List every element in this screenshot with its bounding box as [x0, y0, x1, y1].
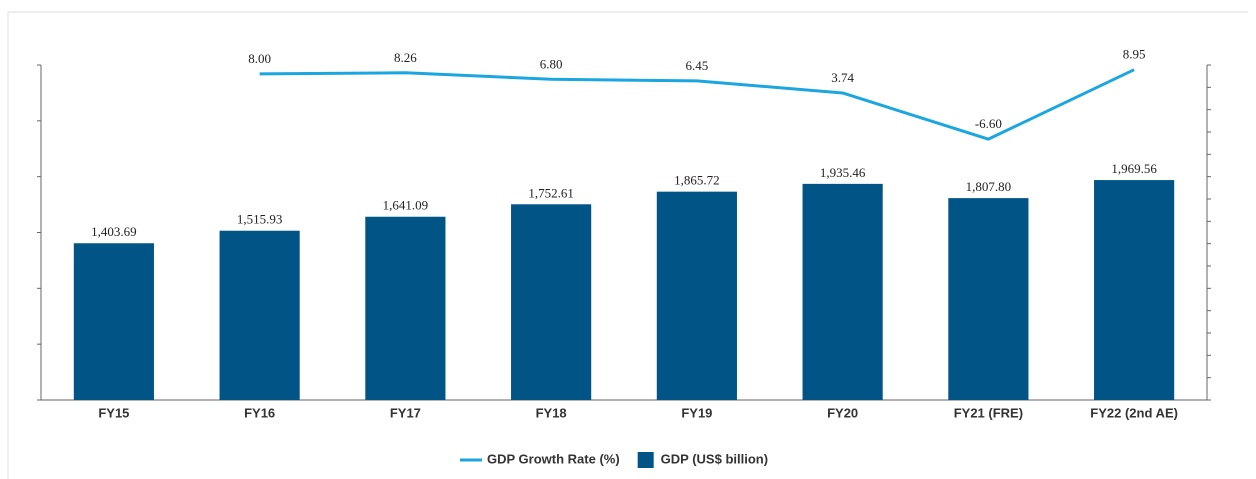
x-tick-label: FY21 (FRE)	[954, 405, 1023, 420]
line	[259, 68, 1135, 141]
bar	[802, 183, 883, 400]
x-tick-label: FY17	[390, 405, 421, 420]
x-tick-label: FY20	[827, 405, 858, 420]
line-label: 6.80	[540, 56, 563, 71]
bar-label: 1,935.46	[820, 165, 866, 180]
line-label: 6.45	[686, 58, 709, 73]
legend-swatch	[637, 452, 654, 468]
x-tick-label: FY22 (2nd AE)	[1090, 405, 1178, 420]
bar	[365, 216, 446, 400]
legend-label: GDP Growth Rate (%)	[487, 451, 620, 466]
line-label: 8.26	[394, 50, 417, 65]
bar	[219, 230, 300, 400]
bar-label: 1,865.72	[674, 173, 720, 188]
line-label: 3.74	[831, 70, 854, 85]
line-label: 8.00	[248, 51, 271, 66]
line-label: 8.95	[1123, 47, 1146, 62]
bar-label: 1,752.61	[528, 185, 574, 200]
legend-label: GDP (US$ billion)	[661, 451, 768, 466]
x-tick-label: FY19	[681, 405, 712, 420]
x-tick-label: FY15	[98, 405, 129, 420]
bar-label: 1,403.69	[91, 224, 137, 239]
x-tick-label: FY16	[244, 405, 275, 420]
bar	[1094, 180, 1175, 400]
bar	[511, 204, 592, 400]
bar	[73, 243, 154, 400]
x-tick-label: FY18	[536, 405, 567, 420]
bar-label: 1,807.80	[966, 179, 1012, 194]
frame	[7, 11, 1248, 479]
bar	[656, 191, 737, 400]
bar-label: 1,515.93	[237, 212, 283, 227]
bar-label: 1,969.56	[1111, 161, 1157, 176]
bar	[948, 198, 1029, 400]
line-label: -6.60	[975, 116, 1002, 131]
bar-label: 1,641.09	[383, 198, 429, 213]
